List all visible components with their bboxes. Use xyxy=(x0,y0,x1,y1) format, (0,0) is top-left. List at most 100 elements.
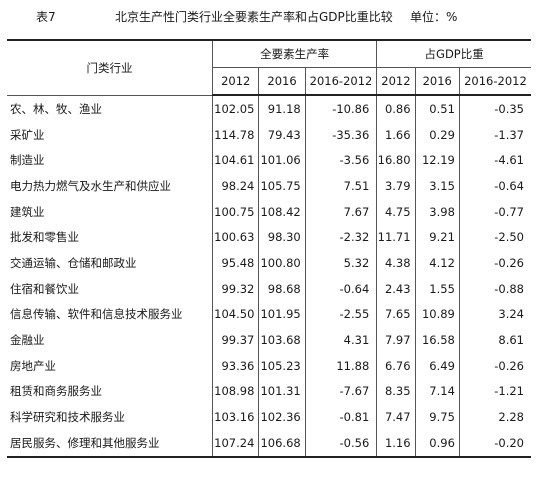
industry-name: 科学研究和技术服务业 xyxy=(10,410,125,425)
industry-name: 建筑业 xyxy=(10,204,45,219)
table-body: 农、林、牧、渔业 102.05 91.18 -10.86 0.86 0.51 -0.35 采矿… xyxy=(7,95,531,457)
table-row: 信息传输、软件和信息技术服务业 104.50 101.95 -2.55 7.65 10.8… xyxy=(7,301,531,328)
gdp-2012-cell: 16.80 xyxy=(376,147,416,174)
tfp-2012-cell: 114.78 xyxy=(212,121,259,148)
tfp-2012-cell: 102.05 xyxy=(212,95,259,122)
industry-name: 信息传输、软件和信息技术服务业 xyxy=(10,307,183,322)
gdp-2012-cell: 7.65 xyxy=(376,301,416,328)
industry-name: 批发和零售业 xyxy=(10,230,79,245)
table-title: 北京生产性门类行业全要素生产率和占GDP比重比较 xyxy=(115,10,393,24)
gdp-change-cell: -2.50 xyxy=(458,224,531,251)
comparison-table: 门类行业 全要素生产率 占GDP比重 2012 2016 2016-2012 2… xyxy=(7,39,531,458)
gdp-2012-cell: 8.35 xyxy=(376,378,416,405)
gdp-2016-cell: 0.96 xyxy=(414,429,460,457)
tfp-change-cell: 11.88 xyxy=(304,352,377,379)
gdp-2012-cell: 1.66 xyxy=(376,121,416,148)
gdp-2012-cell: 0.86 xyxy=(376,95,416,122)
gdp-2016-cell: 9.75 xyxy=(414,404,460,430)
tfp-2012-cell: 98.24 xyxy=(212,173,259,199)
industry-name: 住宿和餐饮业 xyxy=(10,281,79,296)
tfp-2012-cell: 93.36 xyxy=(212,352,259,379)
table-row: 金融业 99.37 103.68 4.31 7.97 16.58 8.61 xyxy=(7,327,531,353)
tfp-change-cell: -0.81 xyxy=(304,404,377,430)
gdp-2016-cell: 0.29 xyxy=(414,121,460,148)
industry-name: 交通运输、仓储和邮政业 xyxy=(10,255,137,270)
header-row-groups: 门类行业 全要素生产率 占GDP比重 xyxy=(7,40,531,96)
gdp-2012-cell: 11.71 xyxy=(376,224,416,251)
tfp-change-cell: 5.32 xyxy=(304,250,377,276)
tfp-2012-cell: 104.50 xyxy=(212,301,259,328)
industry-header: 门类行业 xyxy=(7,40,213,96)
tfp-2016-cell: 102.36 xyxy=(258,404,306,430)
tfp-change-cell: -0.56 xyxy=(304,429,377,457)
gdp-col-header: 2016-2012 xyxy=(458,67,531,96)
gdp-2016-cell: 1.55 xyxy=(414,275,460,302)
gdp-2012-cell: 2.43 xyxy=(376,275,416,302)
gdp-2012-cell: 7.47 xyxy=(376,404,416,430)
table-unit: 单位：% xyxy=(410,10,458,24)
table-row: 建筑业 100.75 108.42 7.67 4.75 3.98 -0.77 xyxy=(7,198,531,225)
gdp-col-header: 2012 xyxy=(376,67,416,96)
tfp-2012-cell: 100.75 xyxy=(212,198,259,225)
gdp-col-header: 2016 xyxy=(414,67,460,96)
tfp-change-cell: -35.36 xyxy=(304,121,377,148)
industry-name: 租赁和商务服务业 xyxy=(10,384,102,399)
tfp-change-cell: -7.67 xyxy=(304,378,377,405)
gdp-change-cell: -1.37 xyxy=(458,121,531,148)
gdp-2016-cell: 3.15 xyxy=(414,173,460,199)
tfp-change-cell: -2.55 xyxy=(304,301,377,328)
industry-name: 采矿业 xyxy=(10,127,45,142)
tfp-col-header: 2016-2012 xyxy=(304,67,377,96)
tfp-2016-cell: 105.75 xyxy=(258,173,306,199)
industry-name: 电力热力燃气及水生产和供应业 xyxy=(10,178,171,193)
tfp-2016-cell: 103.68 xyxy=(258,327,306,353)
gdp-2012-cell: 1.16 xyxy=(376,429,416,457)
tfp-2016-cell: 101.95 xyxy=(258,301,306,328)
industry-name: 金融业 xyxy=(10,333,45,348)
tfp-2016-cell: 101.06 xyxy=(258,147,306,174)
gdp-change-cell: -0.35 xyxy=(458,95,531,122)
table-number: 表7 xyxy=(36,10,56,24)
tfp-2012-cell: 103.16 xyxy=(212,404,259,430)
table-row: 制造业 104.61 101.06 -3.56 16.80 12.19 -4.61 xyxy=(7,147,531,174)
table-row: 科学研究和技术服务业 103.16 102.36 -0.81 7.47 9.75 2.28 xyxy=(7,404,531,430)
tfp-2016-cell: 100.80 xyxy=(258,250,306,276)
gdp-2016-cell: 12.19 xyxy=(414,147,460,174)
tfp-change-cell: -10.86 xyxy=(304,95,377,122)
gdp-change-cell: -0.20 xyxy=(458,429,531,457)
table-row: 居民服务、修理和其他服务业 107.24 106.68 -0.56 1.16 0.96 -0… xyxy=(7,429,531,457)
tfp-change-cell: -0.64 xyxy=(304,275,377,302)
gdp-2012-cell: 4.75 xyxy=(376,198,416,225)
tfp-2016-cell: 79.43 xyxy=(258,121,306,148)
gdp-change-cell: -0.88 xyxy=(458,275,531,302)
gdp-2012-cell: 3.79 xyxy=(376,173,416,199)
industry-name: 居民服务、修理和其他服务业 xyxy=(10,435,160,450)
tfp-2012-cell: 95.48 xyxy=(212,250,259,276)
gdp-change-cell: -4.61 xyxy=(458,147,531,174)
header-row-years: 2012 2016 2016-2012 2012 2016 2016-2012 xyxy=(7,67,531,96)
gdp-group-header: 占GDP比重 xyxy=(376,40,531,68)
industry-name: 农、林、牧、渔业 xyxy=(10,101,102,116)
tfp-2016-cell: 108.42 xyxy=(258,198,306,225)
gdp-change-cell: -0.77 xyxy=(458,198,531,225)
table-row: 房地产业 93.36 105.23 11.88 6.76 6.49 -0.26 xyxy=(7,352,531,379)
tfp-change-cell: 7.51 xyxy=(304,173,377,199)
table-row: 电力热力燃气及水生产和供应业 98.24 105.75 7.51 3.79 3.15 -0.… xyxy=(7,173,531,199)
tfp-2016-cell: 98.68 xyxy=(258,275,306,302)
tfp-change-cell: -2.32 xyxy=(304,224,377,251)
tfp-2012-cell: 107.24 xyxy=(212,429,259,457)
table-caption: 表7 北京生产性门类行业全要素生产率和占GDP比重比较 单位：% xyxy=(0,0,541,34)
gdp-2016-cell: 3.98 xyxy=(414,198,460,225)
tfp-col-header: 2012 xyxy=(212,67,259,96)
table-row: 租赁和商务服务业 108.98 101.31 -7.67 8.35 7.14 -1.21 xyxy=(7,378,531,405)
gdp-2012-cell: 4.38 xyxy=(376,250,416,276)
tfp-col-header: 2016 xyxy=(258,67,306,96)
gdp-change-cell: -0.64 xyxy=(458,173,531,199)
gdp-2016-cell: 7.14 xyxy=(414,378,460,405)
tfp-2012-cell: 100.63 xyxy=(212,224,259,251)
industry-name: 制造业 xyxy=(10,153,45,168)
tfp-2012-cell: 104.61 xyxy=(212,147,259,174)
gdp-change-cell: -0.26 xyxy=(458,352,531,379)
tfp-group-header: 全要素生产率 xyxy=(212,40,377,68)
